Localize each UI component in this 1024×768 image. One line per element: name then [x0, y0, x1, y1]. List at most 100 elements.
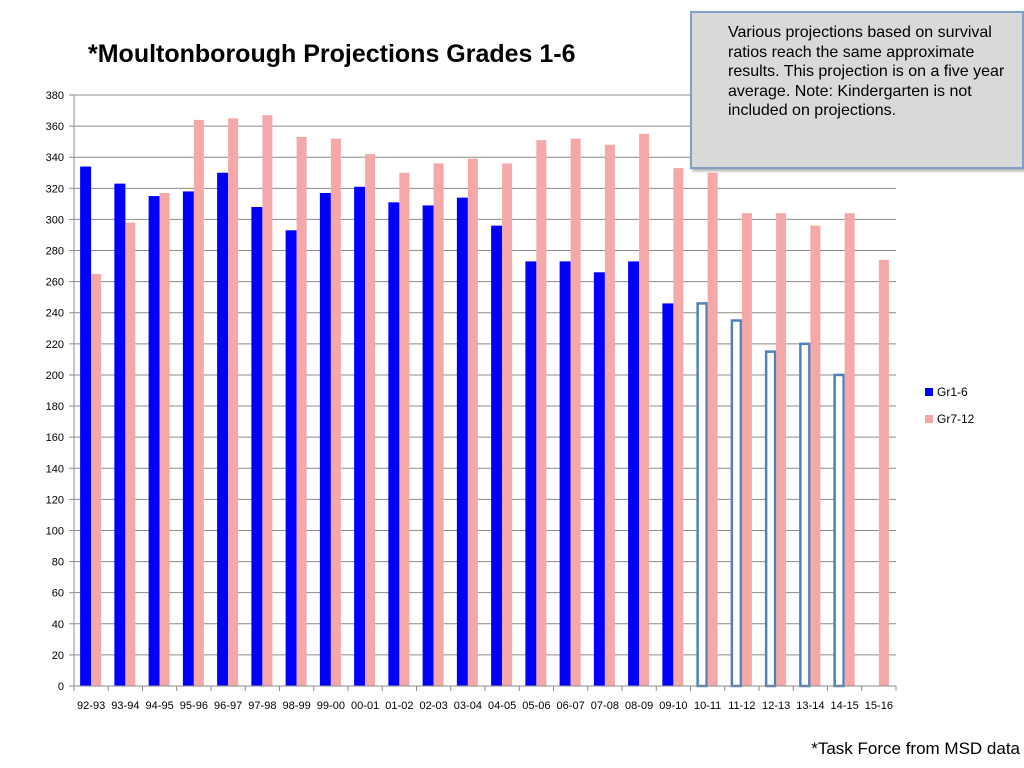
- bar-gr7-12: [159, 192, 170, 687]
- bar-gr1-6: [525, 261, 537, 686]
- x-tick-label: 93-94: [111, 700, 139, 712]
- y-tick-label: 380: [46, 90, 64, 102]
- y-tick-label: 0: [58, 681, 64, 693]
- x-tick-label: 07-08: [591, 700, 619, 712]
- legend: Gr1-6 Gr7-12: [925, 385, 975, 426]
- bar-gr1-6-projected: [696, 302, 708, 688]
- bars: [80, 115, 889, 688]
- y-tick-label: 100: [46, 525, 64, 537]
- x-tick-label: 05-06: [522, 700, 550, 712]
- bar-gr7-12: [262, 115, 273, 686]
- bar-gr1-6: [182, 191, 194, 686]
- bar-gr1-6-projected: [730, 319, 743, 688]
- y-tick-label: 220: [46, 339, 64, 351]
- x-tick-label: 14-15: [831, 700, 859, 712]
- y-tick-label: 80: [52, 557, 64, 569]
- bar-gr7-12: [673, 168, 684, 687]
- x-tick-label: 03-04: [454, 700, 482, 712]
- x-tick-label: 00-01: [351, 700, 379, 712]
- x-tick-label: 13-14: [796, 700, 824, 712]
- bar-gr7-12: [399, 172, 410, 686]
- y-tick-label: 300: [46, 214, 64, 226]
- bar-gr1-6: [662, 303, 674, 686]
- x-tick-label: 08-09: [625, 700, 653, 712]
- y-tick-label: 320: [46, 183, 64, 195]
- y-tick-label: 140: [46, 463, 64, 475]
- bar-gr1-6: [628, 261, 640, 686]
- note-text: Various projections based on survival ra…: [728, 24, 1005, 119]
- y-tick-label: 120: [46, 494, 64, 506]
- bar-gr1-6: [80, 166, 92, 686]
- x-tick-label: 97-98: [248, 700, 276, 712]
- y-tick-label: 280: [46, 246, 64, 258]
- legend-label-gr7-12: Gr7-12: [937, 412, 975, 426]
- x-tick-label: 95-96: [180, 700, 208, 712]
- x-tick-label: 94-95: [146, 700, 174, 712]
- bar-gr7-12: [502, 163, 513, 686]
- bar-gr1-6: [217, 172, 229, 686]
- bar-gr1-6: [285, 230, 297, 686]
- bar-gr7-12: [639, 133, 650, 686]
- bar-gr1-6: [319, 192, 331, 687]
- bar-gr7-12: [878, 259, 889, 686]
- x-tick-label: 98-99: [283, 700, 311, 712]
- bar-gr7-12: [193, 119, 204, 686]
- y-tick-label: 360: [46, 121, 64, 133]
- bar-gr7-12: [296, 136, 307, 686]
- bar-gr7-12: [844, 213, 855, 686]
- gridlines: [74, 94, 896, 656]
- bar-gr1-6: [593, 272, 605, 686]
- x-tick-label: 11-12: [728, 700, 755, 712]
- bar-gr7-12: [433, 163, 444, 686]
- chart-title: *Moultonborough Projections Grades 1-6: [88, 40, 576, 68]
- x-tick-label: 12-13: [762, 700, 790, 712]
- y-tick-label: 40: [52, 619, 64, 631]
- x-tick-label: 96-97: [214, 700, 242, 712]
- bar-gr1-6: [114, 183, 126, 686]
- bar-gr7-12: [810, 225, 821, 687]
- legend-swatch-gr7-12: [925, 415, 933, 423]
- y-tick-label: 260: [46, 277, 64, 289]
- x-tick-label: 01-02: [385, 700, 413, 712]
- bar-gr7-12: [365, 154, 376, 687]
- x-tick-label: 99-00: [317, 700, 345, 712]
- x-tick-label: 92-93: [77, 700, 105, 712]
- bar-gr1-6-projected: [764, 350, 777, 688]
- legend-swatch-gr1-6: [925, 388, 933, 396]
- bar-gr1-6: [491, 225, 503, 687]
- bar-gr7-12: [741, 213, 752, 686]
- bar-gr7-12: [776, 213, 787, 686]
- note-box: Various projections based on survival ra…: [690, 11, 1024, 169]
- y-tick-label: 200: [46, 370, 64, 382]
- bar-gr1-6: [422, 205, 434, 686]
- bar-gr7-12: [570, 138, 581, 686]
- bar-gr1-6: [148, 196, 160, 686]
- x-tick-label: 09-10: [659, 700, 687, 712]
- bar-gr7-12: [707, 172, 718, 686]
- bar-gr1-6: [456, 197, 468, 686]
- y-tick-label: 160: [46, 432, 64, 444]
- y-tick-label: 60: [52, 588, 64, 600]
- bar-gr1-6: [251, 206, 263, 686]
- y-tick-label: 20: [52, 650, 64, 662]
- bar-gr7-12: [330, 138, 341, 686]
- bar-gr1-6: [388, 202, 400, 686]
- bar-gr7-12: [228, 118, 239, 686]
- x-tick-label: 15-16: [865, 700, 893, 712]
- bar-gr7-12: [125, 222, 136, 686]
- x-tick-label: 04-05: [488, 700, 516, 712]
- bar-gr7-12: [467, 158, 478, 686]
- y-tick-label: 340: [46, 152, 64, 164]
- axes: 0 20 40 60 80 100 120 140 160 180 200 220 240 260 280 3…: [46, 90, 897, 712]
- x-tick-label: 02-03: [420, 700, 448, 712]
- bar-gr7-12: [604, 144, 615, 686]
- y-tick-label: 180: [46, 401, 64, 413]
- bar-gr1-6: [354, 186, 366, 686]
- bar-gr1-6-projected: [799, 342, 811, 688]
- bar-gr7-12: [536, 140, 547, 686]
- bar-gr7-12: [91, 273, 102, 686]
- bar-gr1-6: [559, 261, 571, 686]
- x-tick-label: 10-11: [694, 700, 721, 712]
- x-tick-label: 06-07: [557, 700, 585, 712]
- source-note: *Task Force from MSD data: [811, 739, 1020, 758]
